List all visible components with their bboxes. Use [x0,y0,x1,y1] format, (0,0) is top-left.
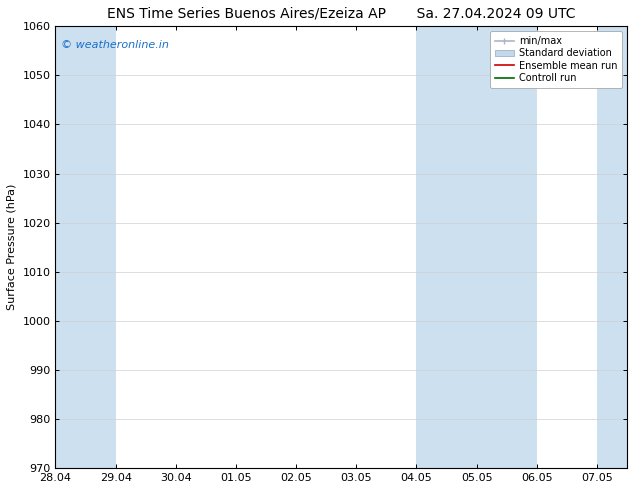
Legend: min/max, Standard deviation, Ensemble mean run, Controll run: min/max, Standard deviation, Ensemble me… [489,31,622,88]
Y-axis label: Surface Pressure (hPa): Surface Pressure (hPa) [7,184,17,311]
Bar [417,26,477,468]
Title: ENS Time Series Buenos Aires/Ezeiza AP       Sa. 27.04.2024 09 UTC: ENS Time Series Buenos Aires/Ezeiza AP S… [107,7,576,21]
Text: © weatheronline.in: © weatheronline.in [61,40,169,49]
Bar [56,26,115,468]
Bar [477,26,537,468]
Bar [597,26,634,468]
